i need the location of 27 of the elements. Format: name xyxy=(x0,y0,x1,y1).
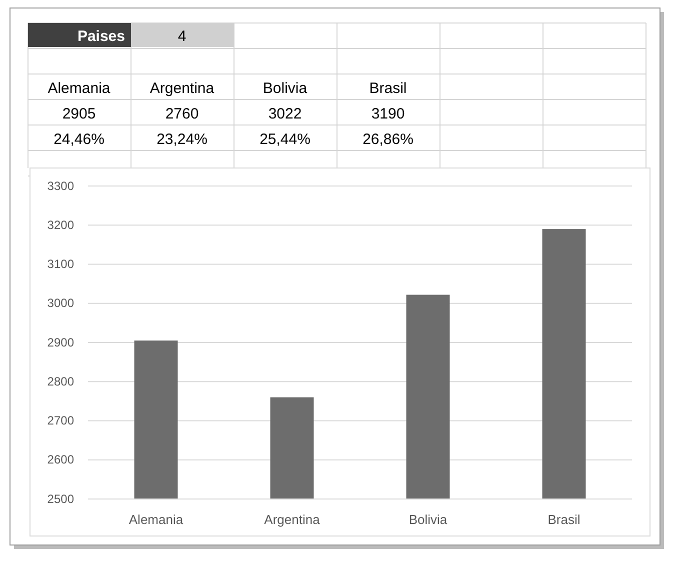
y-tick-label: 3100 xyxy=(47,257,74,272)
text: Paises xyxy=(77,28,125,45)
x-tick-label: Argentina xyxy=(264,512,321,527)
category-label: Alemania xyxy=(48,80,110,97)
y-tick-label: 2500 xyxy=(47,492,74,506)
category-label: Bolivia xyxy=(262,80,308,97)
y-tick-label: 2800 xyxy=(47,374,74,388)
text: 26,86% xyxy=(362,131,414,148)
category-label: Argentina xyxy=(150,80,214,97)
y-tick-label: 2700 xyxy=(47,414,74,428)
text: 24,46% xyxy=(54,131,104,148)
x-tick-label: Brasil xyxy=(548,512,580,527)
x-tick-label: Alemania xyxy=(128,512,184,527)
y-tick-label: 3200 xyxy=(47,218,74,232)
text: 2905 xyxy=(62,106,96,122)
category-label: Brasil xyxy=(369,80,407,97)
y-tick-label: 2900 xyxy=(47,335,74,350)
text: 3190 xyxy=(371,106,405,122)
text: 4 xyxy=(178,28,186,45)
y-tick-label: 3000 xyxy=(47,296,74,310)
text: 25,44% xyxy=(260,131,310,148)
text: 3022 xyxy=(268,106,302,122)
y-tick-label: 2600 xyxy=(47,452,74,467)
text: 23,24% xyxy=(156,131,208,148)
y-tick-label: 3300 xyxy=(47,178,74,193)
x-tick-label: Bolivia xyxy=(408,512,448,527)
text: 2760 xyxy=(165,106,199,122)
